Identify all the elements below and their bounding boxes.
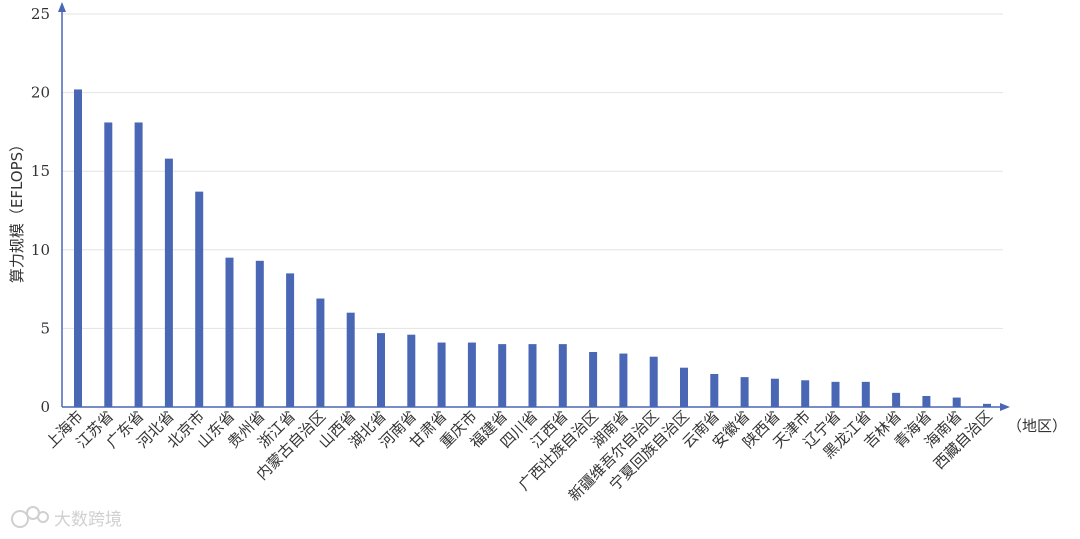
bar (377, 333, 385, 407)
bar (831, 381, 840, 407)
bar (589, 351, 598, 407)
bar (770, 378, 779, 407)
gridlines (62, 13, 1003, 329)
bar (892, 392, 901, 407)
y-tick-label: 5 (40, 319, 50, 337)
bar (134, 122, 143, 407)
bar (710, 373, 719, 407)
bar (407, 334, 416, 407)
watermark: 大数跨境 (11, 506, 122, 530)
bar (437, 342, 446, 407)
bar (952, 397, 961, 407)
bar (164, 158, 173, 407)
bar (558, 344, 567, 407)
bar (104, 122, 113, 407)
bar (286, 273, 295, 407)
bar (680, 367, 688, 407)
bar (346, 312, 355, 407)
x-axis-title: （地区） (1007, 417, 1067, 435)
y-tick-label: 25 (31, 5, 50, 23)
bar (619, 353, 628, 407)
y-tick-label: 20 (31, 84, 50, 102)
y-tick-label: 10 (31, 241, 50, 259)
y-axis-ticks: 0 5 10 15 20 25 (31, 5, 50, 416)
bar (255, 260, 264, 407)
bar (528, 344, 537, 407)
y-axis-title: 算力规模（EFLOPS） (8, 137, 26, 283)
bar (983, 403, 991, 407)
y-tick-label: 0 (40, 398, 50, 416)
bar (225, 257, 234, 407)
bar (861, 381, 870, 407)
bar (922, 395, 931, 407)
bar (195, 191, 204, 407)
bar (498, 344, 507, 407)
bar (467, 342, 476, 407)
bars (74, 89, 991, 408)
watermark-text: 大数跨境 (54, 510, 122, 530)
bar (649, 356, 658, 407)
bar (740, 377, 749, 407)
bar (801, 380, 810, 407)
cloud-link-logo-icon (11, 506, 49, 528)
bar (74, 89, 82, 408)
y-axis-arrow (58, 2, 66, 12)
bar (316, 298, 325, 407)
y-tick-label: 15 (31, 162, 50, 180)
x-axis-category-labels: 上海市江苏省广东省河北省北京市山东省贵州省浙江省内蒙古自治区山西省湖北省河南省甘… (42, 407, 996, 505)
x-axis-arrow (1000, 403, 1010, 411)
axes (58, 2, 1010, 411)
